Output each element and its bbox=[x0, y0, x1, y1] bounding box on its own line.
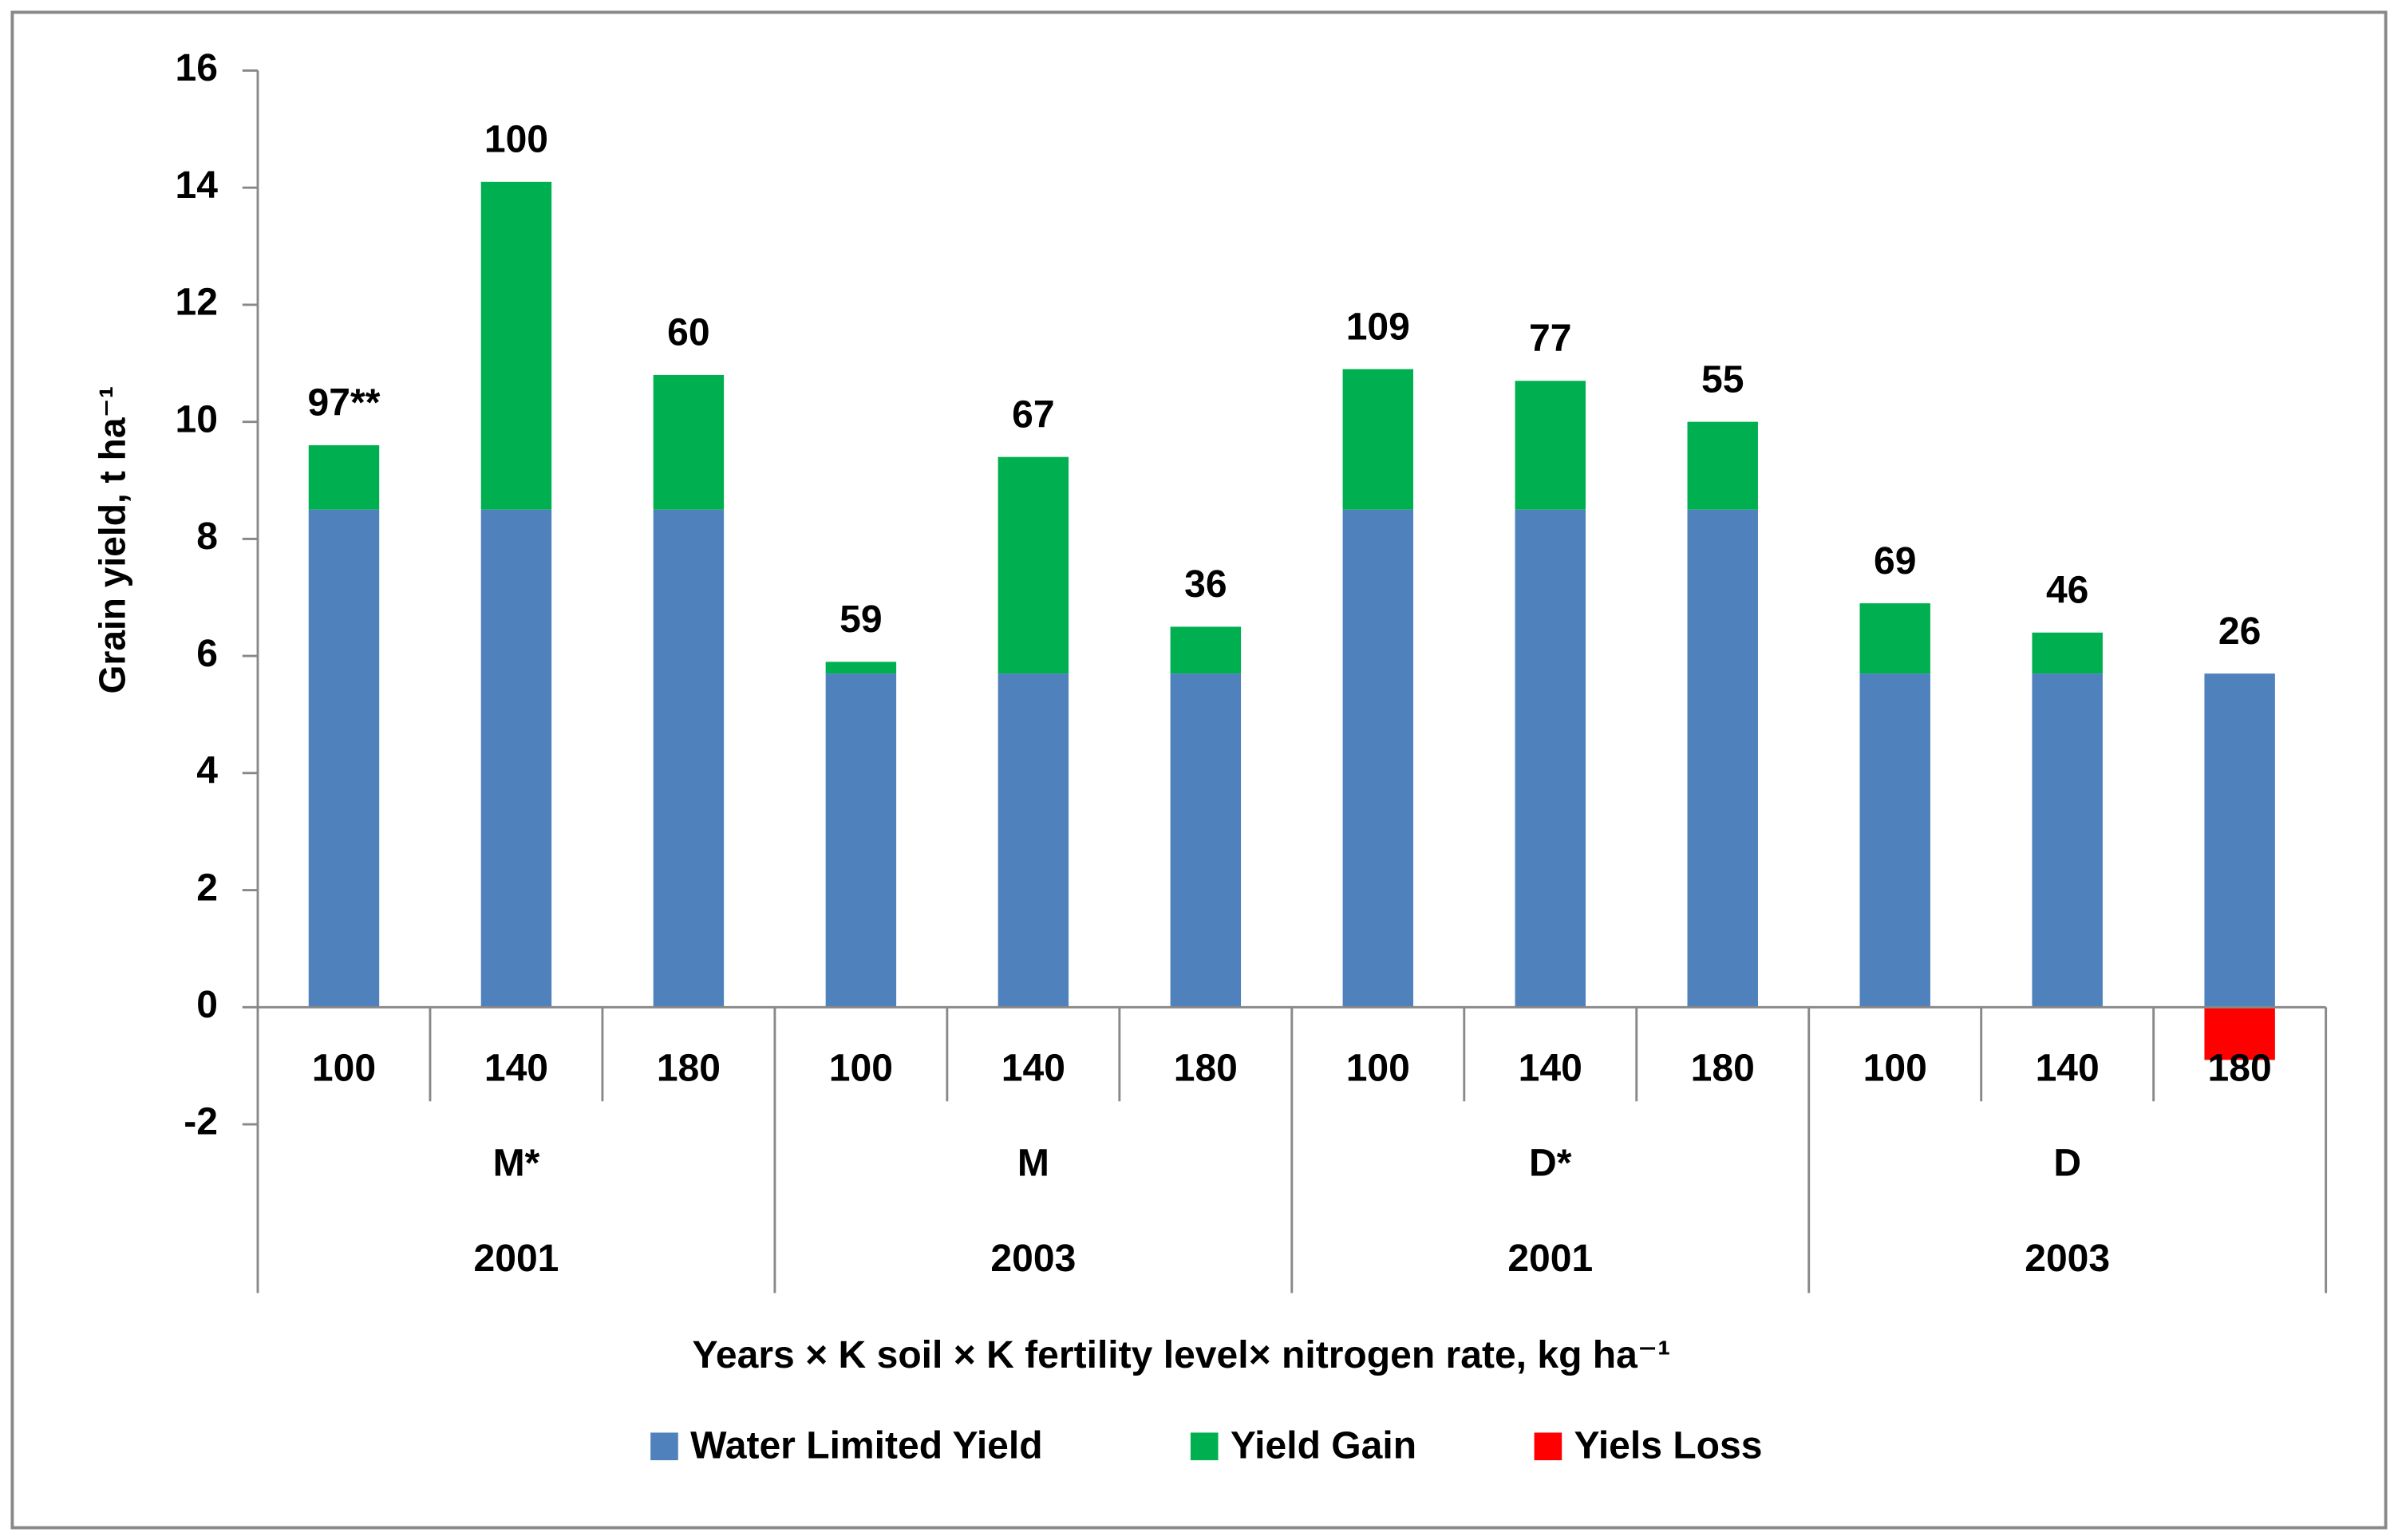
legend-label: Yiels Loss bbox=[1574, 1424, 1763, 1467]
x-tick-label: 140 bbox=[484, 1046, 548, 1089]
legend-swatch bbox=[650, 1432, 678, 1461]
bar-segment bbox=[1342, 369, 1414, 510]
year-label: 2001 bbox=[1507, 1237, 1593, 1280]
bar-segment bbox=[1170, 673, 1242, 1008]
bar-segment bbox=[998, 456, 1069, 674]
bar-label: 97** bbox=[308, 381, 381, 424]
bar-segment bbox=[653, 374, 725, 510]
bar-segment bbox=[1170, 626, 1242, 674]
legend-label: Yield Gain bbox=[1231, 1424, 1416, 1467]
y-tick-label: 0 bbox=[196, 983, 218, 1026]
y-tick-label: 14 bbox=[176, 164, 219, 207]
x-axis-title: Years × K soil × K fertility level× nitr… bbox=[693, 1333, 1671, 1376]
y-tick-label: 6 bbox=[196, 632, 218, 675]
group-label: D bbox=[2053, 1142, 2081, 1185]
bar-segment bbox=[1687, 421, 1758, 510]
bar-label: 46 bbox=[2046, 568, 2088, 611]
bar-label: 59 bbox=[839, 598, 882, 641]
bar-label: 109 bbox=[1346, 305, 1410, 348]
x-tick-label: 180 bbox=[657, 1046, 721, 1089]
bar-segment bbox=[1342, 509, 1414, 1008]
y-tick-label: 16 bbox=[176, 46, 218, 89]
y-tick-label: 4 bbox=[196, 749, 218, 792]
bar-segment bbox=[2204, 1007, 2275, 1060]
x-tick-label: 180 bbox=[1691, 1046, 1755, 1089]
bar-segment bbox=[2032, 632, 2103, 674]
bar-segment bbox=[653, 509, 725, 1008]
x-tick-label: 100 bbox=[1346, 1046, 1410, 1089]
bar-segment bbox=[998, 673, 1069, 1008]
bar-segment bbox=[825, 661, 897, 674]
bar-segment bbox=[308, 509, 380, 1008]
legend-label: Water Limited Yield bbox=[690, 1424, 1042, 1467]
x-tick-label: 140 bbox=[1001, 1046, 1065, 1089]
bar-segment bbox=[1515, 509, 1586, 1008]
y-tick-label: 2 bbox=[196, 866, 218, 909]
bar-segment bbox=[2204, 673, 2275, 1008]
year-label: 2001 bbox=[474, 1237, 559, 1280]
year-label: 2003 bbox=[990, 1237, 1076, 1280]
bar-label: 60 bbox=[667, 311, 709, 354]
bar-label: 67 bbox=[1012, 393, 1054, 436]
group-label: D* bbox=[1529, 1142, 1572, 1185]
x-tick-label: 180 bbox=[1174, 1046, 1238, 1089]
x-tick-label: 100 bbox=[312, 1046, 376, 1089]
year-label: 2003 bbox=[2025, 1237, 2110, 1280]
legend-swatch bbox=[1190, 1432, 1219, 1461]
bar-segment bbox=[825, 673, 897, 1008]
x-tick-label: 180 bbox=[2208, 1046, 2272, 1089]
bar-segment bbox=[1859, 673, 1930, 1008]
x-tick-label: 140 bbox=[1519, 1046, 1582, 1089]
bar-label: 77 bbox=[1529, 317, 1571, 360]
y-tick-label: 12 bbox=[176, 281, 218, 324]
x-tick-label: 100 bbox=[1863, 1046, 1927, 1089]
bar-segment bbox=[480, 181, 552, 510]
bar-segment bbox=[1687, 509, 1758, 1008]
bar-label: 100 bbox=[484, 118, 548, 161]
bar-segment bbox=[308, 444, 380, 510]
y-tick-label: -2 bbox=[184, 1100, 218, 1143]
group-label: M* bbox=[493, 1142, 540, 1185]
y-tick-label: 10 bbox=[176, 397, 218, 440]
y-axis-title: Grain yield, t ha⁻¹ bbox=[91, 386, 132, 694]
legend-swatch bbox=[1534, 1432, 1562, 1461]
x-tick-label: 140 bbox=[2036, 1046, 2100, 1089]
x-tick-label: 100 bbox=[829, 1046, 893, 1089]
bar-label: 36 bbox=[1184, 563, 1227, 606]
bar-label: 69 bbox=[1874, 539, 1916, 582]
group-label: M bbox=[1017, 1142, 1049, 1185]
bar-segment bbox=[1859, 603, 1930, 674]
bar-segment bbox=[1515, 381, 1586, 510]
bar-label: 26 bbox=[2218, 610, 2261, 653]
bar-segment bbox=[480, 509, 552, 1008]
y-tick-label: 8 bbox=[196, 515, 218, 558]
bar-segment bbox=[2032, 673, 2103, 1008]
bar-label: 55 bbox=[1701, 357, 1744, 401]
